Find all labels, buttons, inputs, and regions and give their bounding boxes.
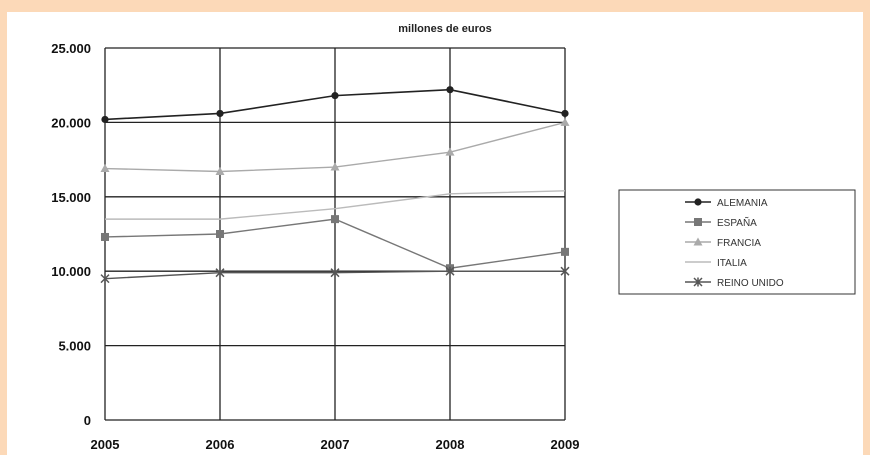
series-group (100, 86, 570, 284)
legend-label: REINO UNIDO (717, 278, 784, 289)
y-tick-label: 10.000 (51, 264, 91, 279)
series-francia (100, 117, 570, 176)
legend-item: REINO UNIDO (685, 277, 784, 289)
legend-label: FRANCIA (717, 238, 761, 249)
legend-label: ESPAÑA (717, 216, 757, 229)
x-tick-label: 2005 (91, 437, 120, 452)
data-point (100, 164, 110, 173)
data-point (330, 162, 340, 171)
series-line (105, 190, 566, 220)
data-point (446, 86, 454, 94)
series-alemania (101, 86, 569, 124)
legend-marker (693, 277, 703, 287)
data-point (561, 109, 569, 118)
data-point (100, 274, 110, 284)
series-italia (105, 190, 566, 220)
y-tick-label: 20.000 (51, 115, 91, 130)
series-reino-unido (100, 266, 570, 284)
legend: ALEMANIA ESPAÑA FRANCIA ITALIA REINO UNIDO (618, 189, 856, 295)
data-point (215, 167, 225, 176)
data-point (216, 109, 224, 118)
x-tick-label: 2007 (321, 437, 350, 452)
data-point (560, 266, 570, 276)
data-point (445, 266, 455, 276)
legend-marker (693, 237, 703, 246)
grid (104, 47, 566, 421)
y-tick-label: 5.000 (58, 339, 91, 354)
data-point (101, 115, 109, 124)
legend-item: ITALIA (685, 258, 747, 269)
y-tick-label: 0 (84, 413, 91, 428)
legend-item: ESPAÑA (685, 216, 757, 229)
legend-item: ALEMANIA (685, 198, 768, 209)
data-point (330, 268, 340, 278)
legend-label: ALEMANIA (717, 198, 768, 209)
data-point (216, 230, 224, 238)
line-chart: millones de euros 0 5.000 10.000 15.000 20.0… (51, 23, 856, 452)
legend-marker (694, 218, 702, 226)
data-point (561, 247, 569, 256)
y-axis-ticks: 0 5.000 10.000 15.000 20.000 25.000 (51, 41, 91, 428)
data-point (331, 92, 339, 100)
data-point (445, 147, 455, 156)
legend-marker (694, 198, 702, 206)
data-point (331, 215, 339, 224)
unit-label: millones de euros (398, 23, 492, 35)
data-point (560, 117, 570, 126)
data-point (215, 268, 225, 278)
x-axis-ticks: 2005 2006 2007 2008 2009 (91, 437, 580, 452)
legend-item: FRANCIA (685, 237, 761, 249)
chart-frame: millones de euros 0 5.000 10.000 15.000 20.0… (7, 12, 863, 455)
data-point (101, 232, 109, 241)
legend-box (618, 189, 856, 295)
x-tick-label: 2008 (436, 437, 465, 452)
x-tick-label: 2006 (206, 437, 235, 452)
y-tick-label: 25.000 (51, 41, 91, 56)
y-tick-label: 15.000 (51, 190, 91, 205)
x-tick-label: 2009 (551, 437, 580, 452)
legend-label: ITALIA (717, 258, 747, 269)
